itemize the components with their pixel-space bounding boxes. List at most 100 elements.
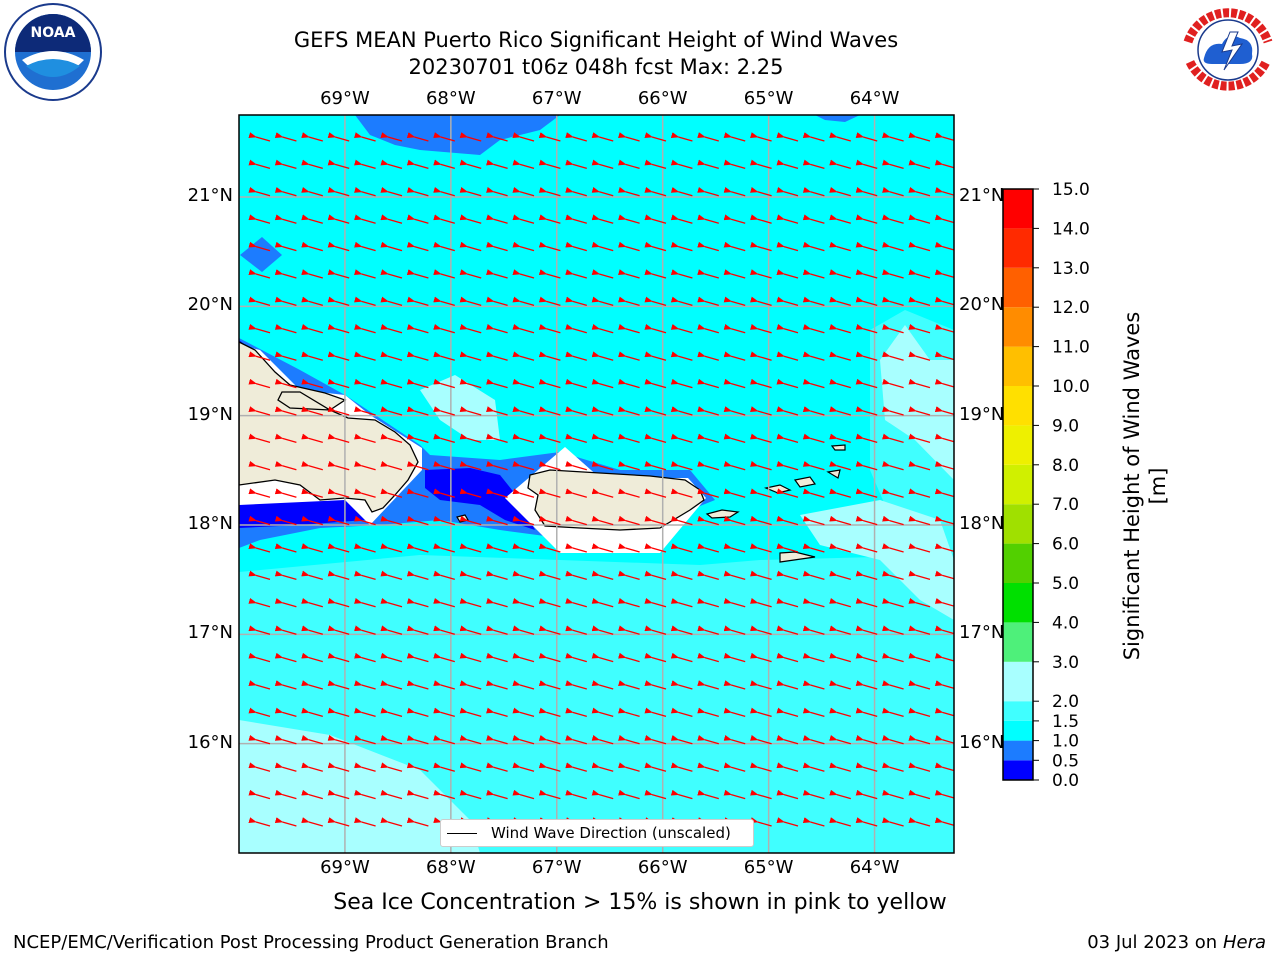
wave-arrow: [644, 789, 667, 800]
land-anegada: [826, 469, 841, 479]
wave-arrow: [802, 351, 825, 361]
wave-arrow: [697, 515, 719, 526]
wave-arrow: [802, 817, 825, 827]
wave-arrow: [406, 515, 429, 526]
wave-arrow: [934, 269, 954, 278]
wave-arrow: [776, 132, 799, 142]
wave-arrow: [908, 625, 931, 635]
wave-arrow: [670, 159, 693, 170]
wave-arrow: [380, 186, 403, 197]
wave-arrow: [750, 132, 772, 142]
land-virgin-islands-2: [793, 476, 817, 488]
wave-arrow: [802, 680, 825, 690]
colorbar-tick-label: 15.0: [1052, 180, 1090, 200]
wave-arrow: [934, 789, 954, 799]
wave-arrow: [750, 351, 772, 361]
footer-host: Hera: [1222, 932, 1266, 953]
wave-arrow: [538, 680, 561, 690]
wave-arrow: [538, 186, 561, 197]
axis-tick-label: 16°N: [187, 731, 233, 753]
wave-arrow: [908, 707, 931, 718]
wave-arrow: [618, 488, 640, 498]
wave-arrow: [802, 789, 825, 800]
wave-arrow: [406, 570, 429, 581]
wave-arrow: [934, 351, 954, 361]
wave-arrow: [512, 433, 535, 444]
wave-arrow: [380, 680, 403, 690]
wave-arrow: [380, 515, 403, 526]
colorbar-tick-label: 6.0: [1052, 535, 1079, 555]
colorbar-segment: [1003, 543, 1033, 583]
wave-arrow: [618, 460, 640, 471]
wave-arrow: [618, 132, 640, 142]
wave-arrow: [855, 817, 878, 827]
wave-arrow: [750, 543, 772, 553]
wave-arrow: [723, 269, 746, 279]
wave-arrow: [380, 433, 403, 444]
wave-arrow: [591, 625, 614, 635]
wave-arrow: [512, 543, 535, 553]
wave-arrow: [380, 597, 403, 608]
wave-arrow: [486, 734, 508, 745]
wave-arrow: [512, 789, 535, 800]
wave-arrow: [380, 241, 403, 252]
wave-arrow: [486, 570, 508, 581]
wave-arrow: [248, 734, 271, 745]
wave-arrow: [538, 378, 561, 389]
wave-arrow: [538, 460, 561, 471]
wave-arrow: [644, 433, 667, 444]
wave-arrow: [908, 241, 931, 252]
wave-arrow: [908, 269, 931, 279]
wave-arrow: [855, 515, 878, 526]
wave-arrow: [274, 351, 297, 361]
band-2.0-3.0-east: [880, 325, 954, 480]
wave-arrow: [697, 406, 719, 416]
wave-arrow: [380, 214, 403, 224]
colorbar-segment: [1003, 267, 1033, 308]
wave-arrow: [301, 652, 323, 663]
wave-arrow: [802, 460, 825, 471]
wave-arrow: [433, 488, 455, 498]
wave-direction-arrows: [248, 132, 954, 827]
wave-arrow: [723, 296, 746, 307]
wave-arrow: [829, 269, 851, 279]
axis-tick-label: 17°N: [959, 622, 1005, 644]
wave-arrow: [538, 241, 561, 252]
wave-arrow: [538, 597, 561, 608]
wave-arrow: [486, 406, 508, 416]
wave-arrow: [882, 406, 904, 416]
wave-arrow: [459, 323, 482, 334]
wave-arrow: [406, 186, 429, 197]
wave-arrow: [248, 680, 271, 690]
wave-arrow: [459, 488, 482, 498]
wave-arrow: [459, 597, 482, 608]
colorbar-tick-label: 5.0: [1052, 574, 1079, 594]
wave-arrow: [829, 625, 851, 635]
wave-arrow: [934, 323, 954, 333]
wave-arrow: [618, 570, 640, 581]
wave-arrow: [248, 707, 271, 718]
wave-arrow: [644, 214, 667, 224]
wave-arrow: [512, 214, 535, 224]
wave-arrow: [908, 406, 931, 416]
wave-arrow: [644, 159, 667, 170]
wave-arrow: [486, 378, 508, 389]
wave-arrow: [670, 652, 693, 663]
wave-arrow: [274, 241, 297, 252]
wave-arrow: [538, 625, 561, 635]
wave-arrow: [934, 159, 954, 169]
wave-arrow: [670, 460, 693, 471]
wave-arrow: [380, 817, 403, 827]
wave-arrow: [301, 406, 323, 416]
wave-arrow: [380, 789, 403, 800]
wave-arrow: [776, 625, 799, 635]
wave-arrow: [591, 296, 614, 307]
wave-arrow: [670, 543, 693, 553]
wave-arrow: [274, 378, 297, 389]
wave-arrow: [354, 515, 376, 526]
colorbar-segment: [1003, 701, 1033, 721]
wave-arrow: [829, 597, 851, 608]
axis-tick-label: 68°W: [425, 857, 476, 878]
wave-arrow: [750, 515, 772, 526]
